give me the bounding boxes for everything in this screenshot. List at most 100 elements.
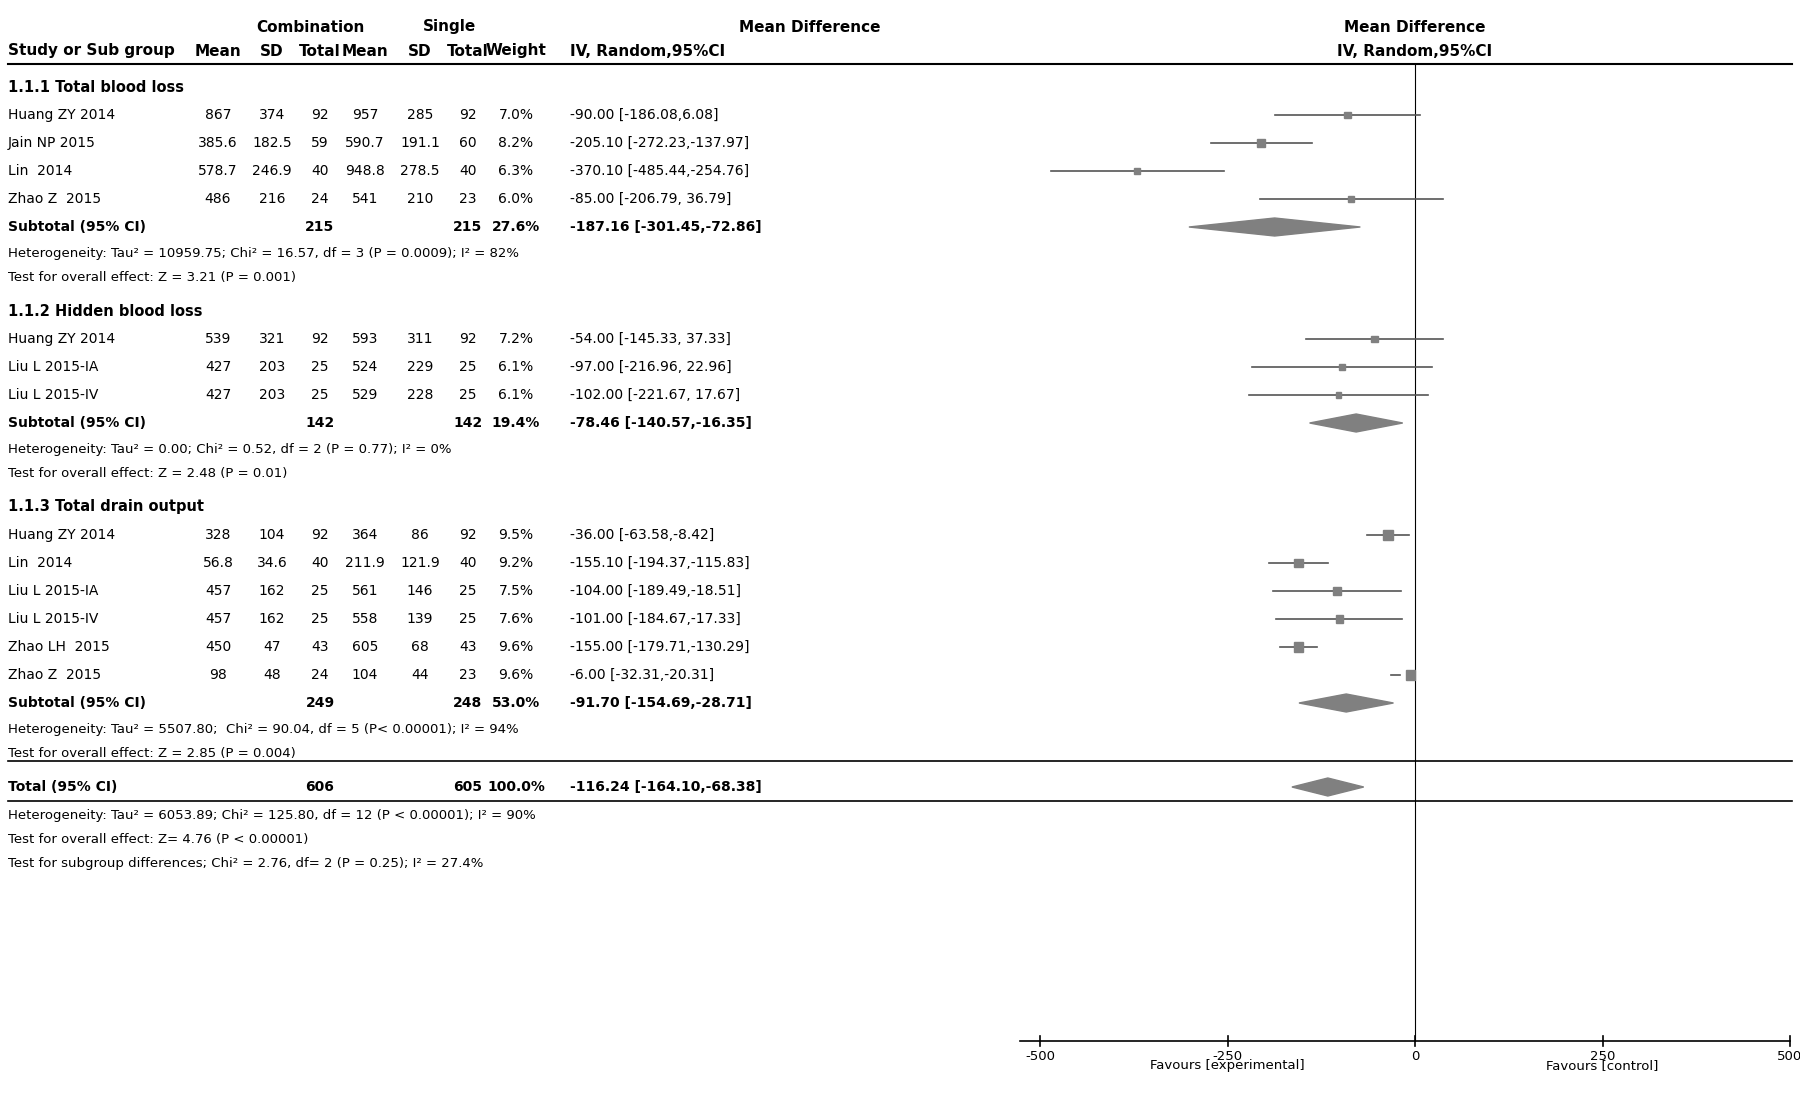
Text: 561: 561	[351, 584, 378, 598]
Text: 203: 203	[259, 388, 284, 401]
Text: Test for subgroup differences; Chi² = 2.76, df= 2 (P = 0.25); I² = 27.4%: Test for subgroup differences; Chi² = 2.…	[7, 856, 484, 869]
Text: Test for overall effect: Z = 3.21 (P = 0.001): Test for overall effect: Z = 3.21 (P = 0…	[7, 271, 295, 284]
Text: 59: 59	[311, 136, 329, 150]
Text: -78.46 [-140.57,-16.35]: -78.46 [-140.57,-16.35]	[571, 416, 752, 430]
Text: Single: Single	[423, 20, 477, 34]
Text: Mean: Mean	[194, 43, 241, 59]
Text: 40: 40	[311, 164, 329, 179]
Text: Lin  2014: Lin 2014	[7, 164, 72, 179]
Text: 427: 427	[205, 360, 230, 374]
Text: Total: Total	[446, 43, 490, 59]
Polygon shape	[1310, 414, 1402, 433]
Text: 948.8: 948.8	[346, 164, 385, 179]
Text: Heterogeneity: Tau² = 10959.75; Chi² = 16.57, df = 3 (P = 0.0009); I² = 82%: Heterogeneity: Tau² = 10959.75; Chi² = 1…	[7, 246, 518, 260]
Text: 24: 24	[311, 668, 329, 682]
Polygon shape	[1300, 694, 1393, 712]
Text: 92: 92	[459, 108, 477, 122]
Text: 86: 86	[410, 528, 428, 542]
Bar	[1256, 139, 1265, 146]
Bar	[1334, 588, 1341, 594]
Text: 541: 541	[351, 192, 378, 206]
Text: 605: 605	[351, 640, 378, 654]
Bar	[1339, 364, 1345, 370]
Text: 104: 104	[259, 528, 284, 542]
Text: 98: 98	[209, 668, 227, 682]
Text: 500: 500	[1777, 1050, 1800, 1064]
Text: -370.10 [-485.44,-254.76]: -370.10 [-485.44,-254.76]	[571, 164, 749, 179]
Text: 7.2%: 7.2%	[499, 332, 533, 346]
Text: 539: 539	[205, 332, 230, 346]
Text: -155.00 [-179.71,-130.29]: -155.00 [-179.71,-130.29]	[571, 640, 749, 654]
Text: 606: 606	[306, 780, 335, 794]
Text: 321: 321	[259, 332, 284, 346]
Text: 68: 68	[410, 640, 428, 654]
Text: 457: 457	[205, 612, 230, 625]
Text: 6.1%: 6.1%	[499, 388, 533, 401]
Text: 25: 25	[459, 584, 477, 598]
Text: 9.2%: 9.2%	[499, 556, 533, 570]
Text: -155.10 [-194.37,-115.83]: -155.10 [-194.37,-115.83]	[571, 556, 749, 570]
Text: -6.00 [-32.31,-20.31]: -6.00 [-32.31,-20.31]	[571, 668, 715, 682]
Text: 203: 203	[259, 360, 284, 374]
Text: Total: Total	[299, 43, 340, 59]
Text: 558: 558	[351, 612, 378, 625]
Text: 486: 486	[205, 192, 230, 206]
Text: Subtotal (95% CI): Subtotal (95% CI)	[7, 696, 146, 710]
Text: Favours [experimental]: Favours [experimental]	[1150, 1059, 1305, 1072]
Text: Heterogeneity: Tau² = 0.00; Chi² = 0.52, df = 2 (P = 0.77); I² = 0%: Heterogeneity: Tau² = 0.00; Chi² = 0.52,…	[7, 442, 452, 456]
Text: 8.2%: 8.2%	[499, 136, 533, 150]
Text: 9.6%: 9.6%	[499, 640, 533, 654]
Text: 92: 92	[311, 528, 329, 542]
Text: -187.16 [-301.45,-72.86]: -187.16 [-301.45,-72.86]	[571, 220, 761, 234]
Text: 7.6%: 7.6%	[499, 612, 533, 625]
Text: 215: 215	[454, 220, 482, 234]
Text: 328: 328	[205, 528, 230, 542]
Text: Test for overall effect: Z = 2.85 (P = 0.004): Test for overall effect: Z = 2.85 (P = 0…	[7, 746, 295, 760]
Text: 43: 43	[311, 640, 329, 654]
Text: 43: 43	[459, 640, 477, 654]
Bar	[1406, 671, 1415, 680]
Text: Subtotal (95% CI): Subtotal (95% CI)	[7, 416, 146, 430]
Text: -36.00 [-63.58,-8.42]: -36.00 [-63.58,-8.42]	[571, 528, 715, 542]
Text: 593: 593	[351, 332, 378, 346]
Text: 385.6: 385.6	[198, 136, 238, 150]
Text: 25: 25	[459, 612, 477, 625]
Text: -250: -250	[1213, 1050, 1242, 1064]
Text: 250: 250	[1589, 1050, 1615, 1064]
Text: Subtotal (95% CI): Subtotal (95% CI)	[7, 220, 146, 234]
Text: 23: 23	[459, 668, 477, 682]
Text: 142: 142	[306, 416, 335, 430]
Text: 25: 25	[459, 388, 477, 401]
Text: 246.9: 246.9	[252, 164, 292, 179]
Text: -85.00 [-206.79, 36.79]: -85.00 [-206.79, 36.79]	[571, 192, 731, 206]
Text: -90.00 [-186.08,6.08]: -90.00 [-186.08,6.08]	[571, 108, 718, 122]
Bar	[1134, 167, 1141, 174]
Text: Zhao Z  2015: Zhao Z 2015	[7, 668, 101, 682]
Text: 25: 25	[459, 360, 477, 374]
Text: 23: 23	[459, 192, 477, 206]
Text: 162: 162	[259, 612, 284, 625]
Text: 311: 311	[407, 332, 434, 346]
Text: Test for overall effect: Z= 4.76 (P < 0.00001): Test for overall effect: Z= 4.76 (P < 0.…	[7, 833, 308, 845]
Text: Test for overall effect: Z = 2.48 (P = 0.01): Test for overall effect: Z = 2.48 (P = 0…	[7, 467, 288, 479]
Text: 957: 957	[351, 108, 378, 122]
Text: SD: SD	[409, 43, 432, 59]
Text: -101.00 [-184.67,-17.33]: -101.00 [-184.67,-17.33]	[571, 612, 742, 625]
Text: 211.9: 211.9	[346, 556, 385, 570]
Text: 229: 229	[407, 360, 434, 374]
Text: 578.7: 578.7	[198, 164, 238, 179]
Text: Liu L 2015-IV: Liu L 2015-IV	[7, 612, 99, 625]
Text: Liu L 2015-IA: Liu L 2015-IA	[7, 360, 99, 374]
Text: 92: 92	[459, 332, 477, 346]
Text: Huang ZY 2014: Huang ZY 2014	[7, 332, 115, 346]
Text: IV, Random,95%CI: IV, Random,95%CI	[1337, 43, 1492, 59]
Text: 215: 215	[306, 220, 335, 234]
Polygon shape	[1292, 779, 1364, 796]
Text: Mean Difference: Mean Difference	[1345, 20, 1485, 34]
Text: 25: 25	[311, 612, 329, 625]
Text: Huang ZY 2014: Huang ZY 2014	[7, 108, 115, 122]
Text: IV, Random,95%CI: IV, Random,95%CI	[571, 43, 725, 59]
Text: 100.0%: 100.0%	[488, 780, 545, 794]
Text: 25: 25	[311, 584, 329, 598]
Text: 590.7: 590.7	[346, 136, 385, 150]
